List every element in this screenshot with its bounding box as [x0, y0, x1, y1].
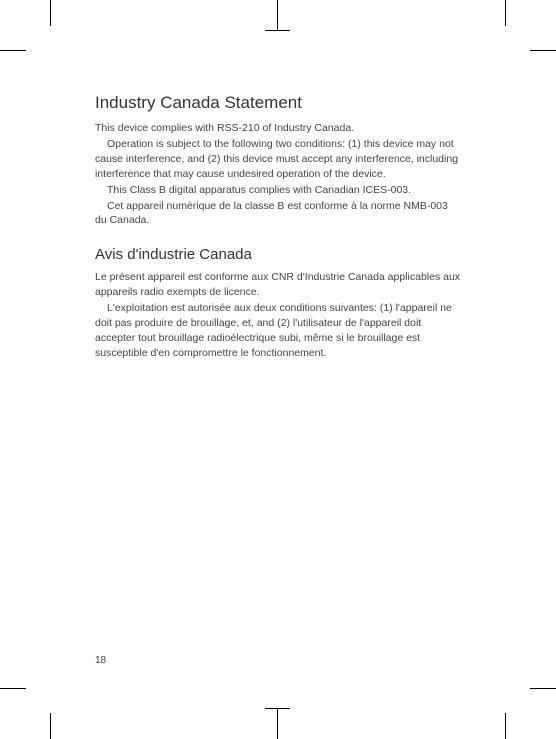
section1-p4: Cet appareil numérique de la classe B es…: [95, 199, 461, 229]
crop-mark: [530, 50, 556, 51]
crop-mark: [505, 713, 506, 739]
crop-mark: [505, 0, 506, 26]
crop-mark: [0, 50, 26, 51]
section1-p3: This Class B digital apparatus complies …: [95, 183, 461, 198]
page-content: Industry Canada Statement This device co…: [55, 55, 501, 684]
crop-mark: [50, 0, 51, 26]
section1-p1: This device complies with RSS-210 of Ind…: [95, 121, 461, 136]
section2-heading: Avis d'industrie Canada: [95, 246, 461, 263]
crop-mark: [277, 709, 278, 739]
section1-heading: Industry Canada Statement: [95, 93, 461, 113]
crop-mark: [0, 688, 26, 689]
section2-p2: L'exploitation est autorisée aux deux co…: [95, 301, 461, 361]
section2-p1: Le présent appareil est conforme aux CNR…: [95, 270, 461, 300]
crop-mark: [265, 30, 290, 31]
crop-mark: [277, 0, 278, 30]
crop-mark: [530, 688, 556, 689]
crop-mark: [265, 708, 290, 709]
page-number: 18: [95, 655, 106, 666]
section1-p2: Operation is subject to the following tw…: [95, 137, 461, 182]
crop-mark: [50, 713, 51, 739]
